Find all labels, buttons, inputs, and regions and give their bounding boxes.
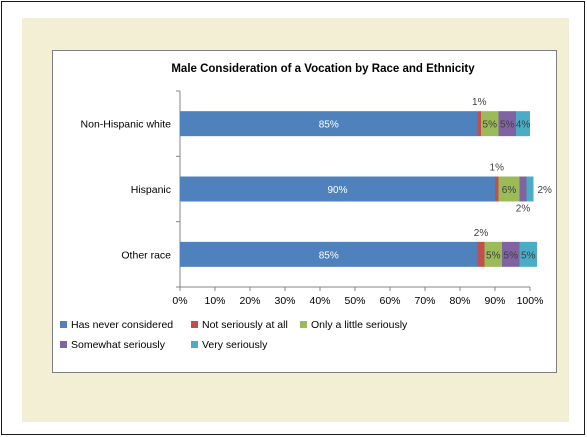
stacked-bar-chart: Male Consideration of a Vocation by Race… [60, 63, 553, 351]
data-label: 5% [504, 250, 519, 261]
x-tick-label: 70% [414, 295, 435, 307]
bar-segment [519, 241, 537, 267]
data-label: 5% [486, 250, 501, 261]
x-tick-label: 80% [449, 295, 470, 307]
legend-swatch [191, 341, 198, 348]
data-label: 85% [319, 250, 339, 261]
bar-segment [498, 111, 516, 137]
x-tick-label: 10% [204, 295, 225, 307]
x-tick-label: 0% [172, 295, 187, 307]
bar-segment [495, 176, 499, 202]
x-tick-label: 30% [274, 295, 295, 307]
bar-segment [484, 241, 502, 267]
data-label: 4% [516, 120, 531, 131]
bar-segment [481, 111, 499, 137]
legend-label: Not seriously at all [202, 319, 288, 331]
legend-label: Somewhat seriously [71, 339, 166, 351]
legend-swatch [191, 321, 198, 328]
data-label: 5% [483, 120, 498, 131]
legend-swatch [60, 341, 67, 348]
data-label: 2% [538, 185, 553, 196]
category-label: Hispanic [131, 184, 171, 196]
x-tick-label: 60% [379, 295, 400, 307]
bar-segment [180, 241, 478, 267]
bar-segment [526, 176, 534, 202]
bar-segment [477, 111, 481, 137]
legend-label: Very seriously [202, 339, 268, 351]
chart-panel: Male Consideration of a Vocation by Race… [22, 18, 569, 422]
data-label: 2% [516, 204, 531, 215]
legend-swatch [60, 321, 67, 328]
bar-segment [477, 241, 485, 267]
category-label: Other race [121, 249, 171, 261]
bar-segment [516, 111, 530, 137]
legend-label: Has never considered [71, 319, 173, 331]
category-label: Non-Hispanic white [81, 119, 172, 131]
data-label: 5% [521, 250, 536, 261]
data-label: 6% [502, 185, 517, 196]
bar-segment [180, 176, 495, 202]
bar-segment [180, 111, 478, 137]
data-label: 1% [472, 97, 487, 108]
x-tick-label: 100% [517, 295, 544, 307]
data-label: 2% [474, 228, 489, 239]
x-tick-label: 40% [309, 295, 330, 307]
legend-swatch [300, 321, 307, 328]
x-tick-label: 90% [484, 295, 505, 307]
data-label: 1% [490, 163, 505, 174]
chart-area: Male Consideration of a Vocation by Race… [52, 50, 557, 373]
data-label: 85% [319, 120, 339, 131]
x-tick-label: 20% [239, 295, 260, 307]
legend-label: Only a little seriously [311, 319, 408, 331]
data-label: 90% [327, 185, 347, 196]
bar-segment [502, 241, 520, 267]
data-label: 5% [500, 120, 515, 131]
chart-title: Male Consideration of a Vocation by Race… [171, 63, 475, 75]
bar-segment [519, 176, 527, 202]
bar-segment [498, 176, 520, 202]
x-tick-label: 50% [344, 295, 365, 307]
